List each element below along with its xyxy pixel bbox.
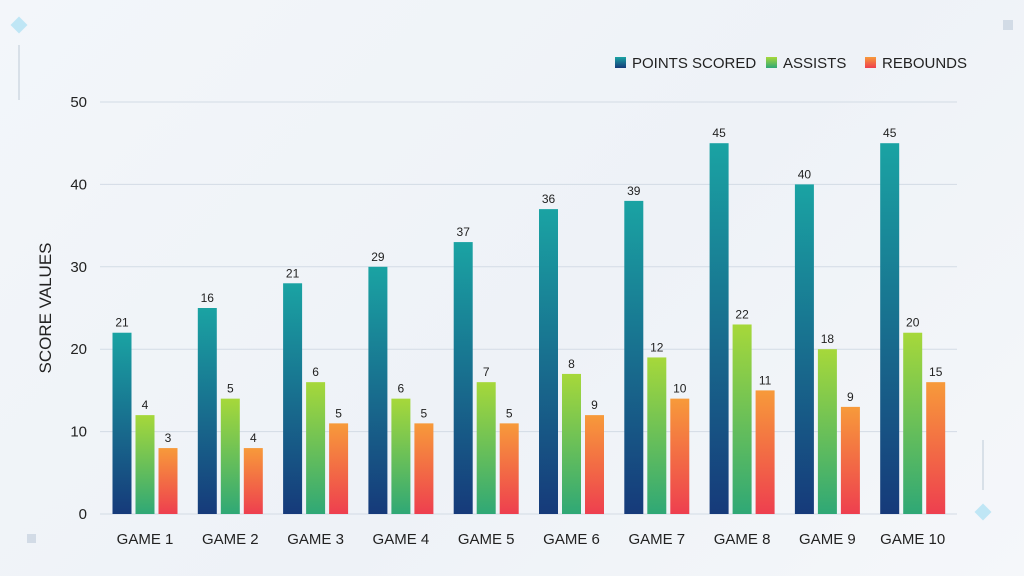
x-tick-label: GAME 1: [117, 531, 174, 548]
bar-rebounds: [243, 448, 263, 514]
bar-assists: [647, 357, 667, 514]
bar-rebounds: [840, 406, 860, 514]
bar-assists: [562, 373, 581, 514]
bar-rebounds: [926, 382, 946, 514]
bar-rebounds: [670, 398, 690, 514]
bar-points-scored: [368, 266, 388, 514]
bar-assists: [817, 349, 837, 514]
data-label: 21: [286, 266, 300, 280]
bar-assists: [135, 415, 155, 514]
data-label: 18: [821, 332, 835, 346]
legend: POINTS SCORED ASSISTS REBOUNDS: [615, 55, 967, 72]
y-axis-label: SCORE VALUES: [36, 242, 55, 373]
data-label: 10: [673, 382, 687, 396]
y-axis: 0 10 20 30 40 50: [70, 94, 87, 523]
x-axis: GAME 1 GAME 2 GAME 3 GAME 4 GAME 5 GAME 6 GAME…: [117, 531, 946, 548]
data-label: 5: [506, 406, 513, 420]
data-label: 16: [201, 291, 215, 305]
legend-item: POINTS SCORED: [615, 55, 756, 72]
y-tick-label: 30: [70, 259, 87, 276]
x-tick-label: GAME 6: [543, 531, 600, 548]
data-label: 22: [735, 307, 749, 321]
bar-points-scored: [283, 283, 303, 514]
data-label: 40: [798, 167, 812, 181]
data-label: 6: [398, 382, 405, 396]
data-label: 8: [568, 357, 575, 371]
bar-rebounds: [585, 415, 604, 514]
x-tick-label: GAME 4: [373, 531, 430, 548]
data-label: 7: [483, 365, 490, 379]
x-tick-label: GAME 10: [880, 531, 945, 548]
x-tick-label: GAME 9: [799, 531, 856, 548]
bar-assists: [732, 324, 752, 514]
bar-assists: [391, 398, 411, 514]
data-label: 20: [906, 316, 920, 330]
x-tick-label: GAME 3: [287, 531, 344, 548]
bar-assists: [903, 332, 923, 514]
x-tick-label: GAME 2: [202, 531, 259, 548]
bar-assists: [306, 382, 326, 514]
legend-swatch: [766, 57, 777, 68]
square-decor-bottom-left: [27, 534, 36, 543]
y-tick-label: 40: [70, 176, 87, 193]
legend-item: ASSISTS: [766, 55, 846, 72]
bar-rebounds: [414, 423, 434, 514]
data-label: 36: [542, 192, 556, 206]
data-label: 45: [712, 126, 726, 140]
bar-points-scored: [880, 143, 900, 514]
diamond-decor-top-left: [10, 16, 28, 34]
bar-points-scored: [112, 332, 132, 514]
legend-label: POINTS SCORED: [632, 55, 756, 72]
bar-rebounds: [499, 423, 519, 514]
bar-points-scored: [794, 184, 814, 514]
legend-label: REBOUNDS: [882, 55, 967, 72]
legend-label: ASSISTS: [783, 55, 846, 72]
data-label: 37: [457, 225, 471, 239]
data-label: 5: [421, 406, 428, 420]
y-tick-label: 10: [70, 424, 87, 441]
bar-rebounds: [329, 423, 349, 514]
data-label: 9: [591, 398, 598, 412]
bar-points-scored: [539, 209, 558, 514]
data-label: 6: [312, 365, 319, 379]
x-tick-label: GAME 5: [458, 531, 515, 548]
data-label: 21: [115, 316, 129, 330]
data-label: 9: [847, 390, 854, 404]
data-label: 5: [335, 406, 342, 420]
x-tick-label: GAME 7: [628, 531, 685, 548]
data-label: 5: [227, 382, 234, 396]
bar-assists: [220, 398, 240, 514]
bars: [112, 143, 946, 514]
y-tick-label: 20: [70, 341, 87, 358]
bar-points-scored: [453, 242, 473, 514]
square-decor-top-right: [1003, 20, 1013, 30]
y-tick-label: 50: [70, 94, 87, 111]
grid: [100, 101, 957, 515]
bar-rebounds: [755, 390, 775, 514]
bar-points-scored: [624, 200, 644, 514]
bar-rebounds: [158, 448, 178, 514]
data-label: 3: [165, 431, 172, 445]
data-label: 39: [627, 184, 641, 198]
data-label: 29: [371, 250, 385, 264]
y-tick-label: 0: [79, 506, 87, 523]
bar-assists: [476, 382, 496, 514]
legend-swatch: [615, 57, 626, 68]
bar-points-scored: [709, 143, 729, 514]
data-label: 4: [142, 398, 149, 412]
data-label: 45: [883, 126, 897, 140]
data-label: 12: [650, 340, 664, 354]
bar-points-scored: [197, 308, 217, 514]
data-label: 11: [759, 373, 772, 387]
legend-item: REBOUNDS: [865, 55, 967, 72]
x-tick-label: GAME 8: [714, 531, 771, 548]
data-label: 4: [250, 431, 257, 445]
data-labels: 21 4 3 16 5 4 21 6 5 29 6 5 37 7 5 36 8 9 39 12 10 45 22 11 40 18…: [115, 126, 942, 445]
data-label: 15: [929, 365, 943, 379]
legend-swatch: [865, 57, 876, 68]
diamond-decor-bottom-right: [974, 503, 992, 521]
